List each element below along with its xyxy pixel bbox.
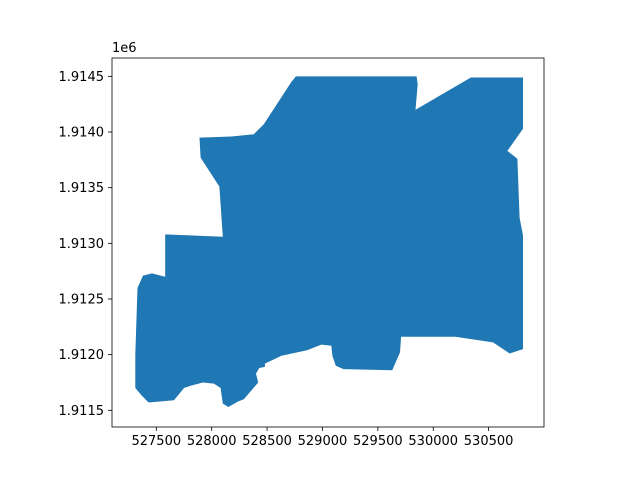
y-tick-label: 1.9120 (59, 348, 105, 363)
x-tick-label: 528500 (242, 434, 292, 449)
x-tick-label: 530500 (464, 434, 514, 449)
y-tick-label: 1.9125 (59, 292, 105, 307)
x-tick-label: 529000 (298, 434, 348, 449)
x-tick-label: 528000 (187, 434, 237, 449)
y-tick-label: 1.9145 (59, 70, 105, 85)
area-polygon (135, 76, 524, 408)
x-tick-label: 527500 (131, 434, 181, 449)
y-offset-label: 1e6 (112, 41, 137, 56)
axes-frame (111, 57, 545, 428)
y-tick-label: 1.9135 (59, 181, 105, 196)
y-tick-label: 1.9115 (59, 404, 105, 419)
y-tick-label: 1.9130 (59, 237, 105, 252)
x-tick-label: 529500 (353, 434, 403, 449)
y-tick-label: 1.9140 (59, 126, 105, 141)
x-tick-label: 530000 (408, 434, 458, 449)
